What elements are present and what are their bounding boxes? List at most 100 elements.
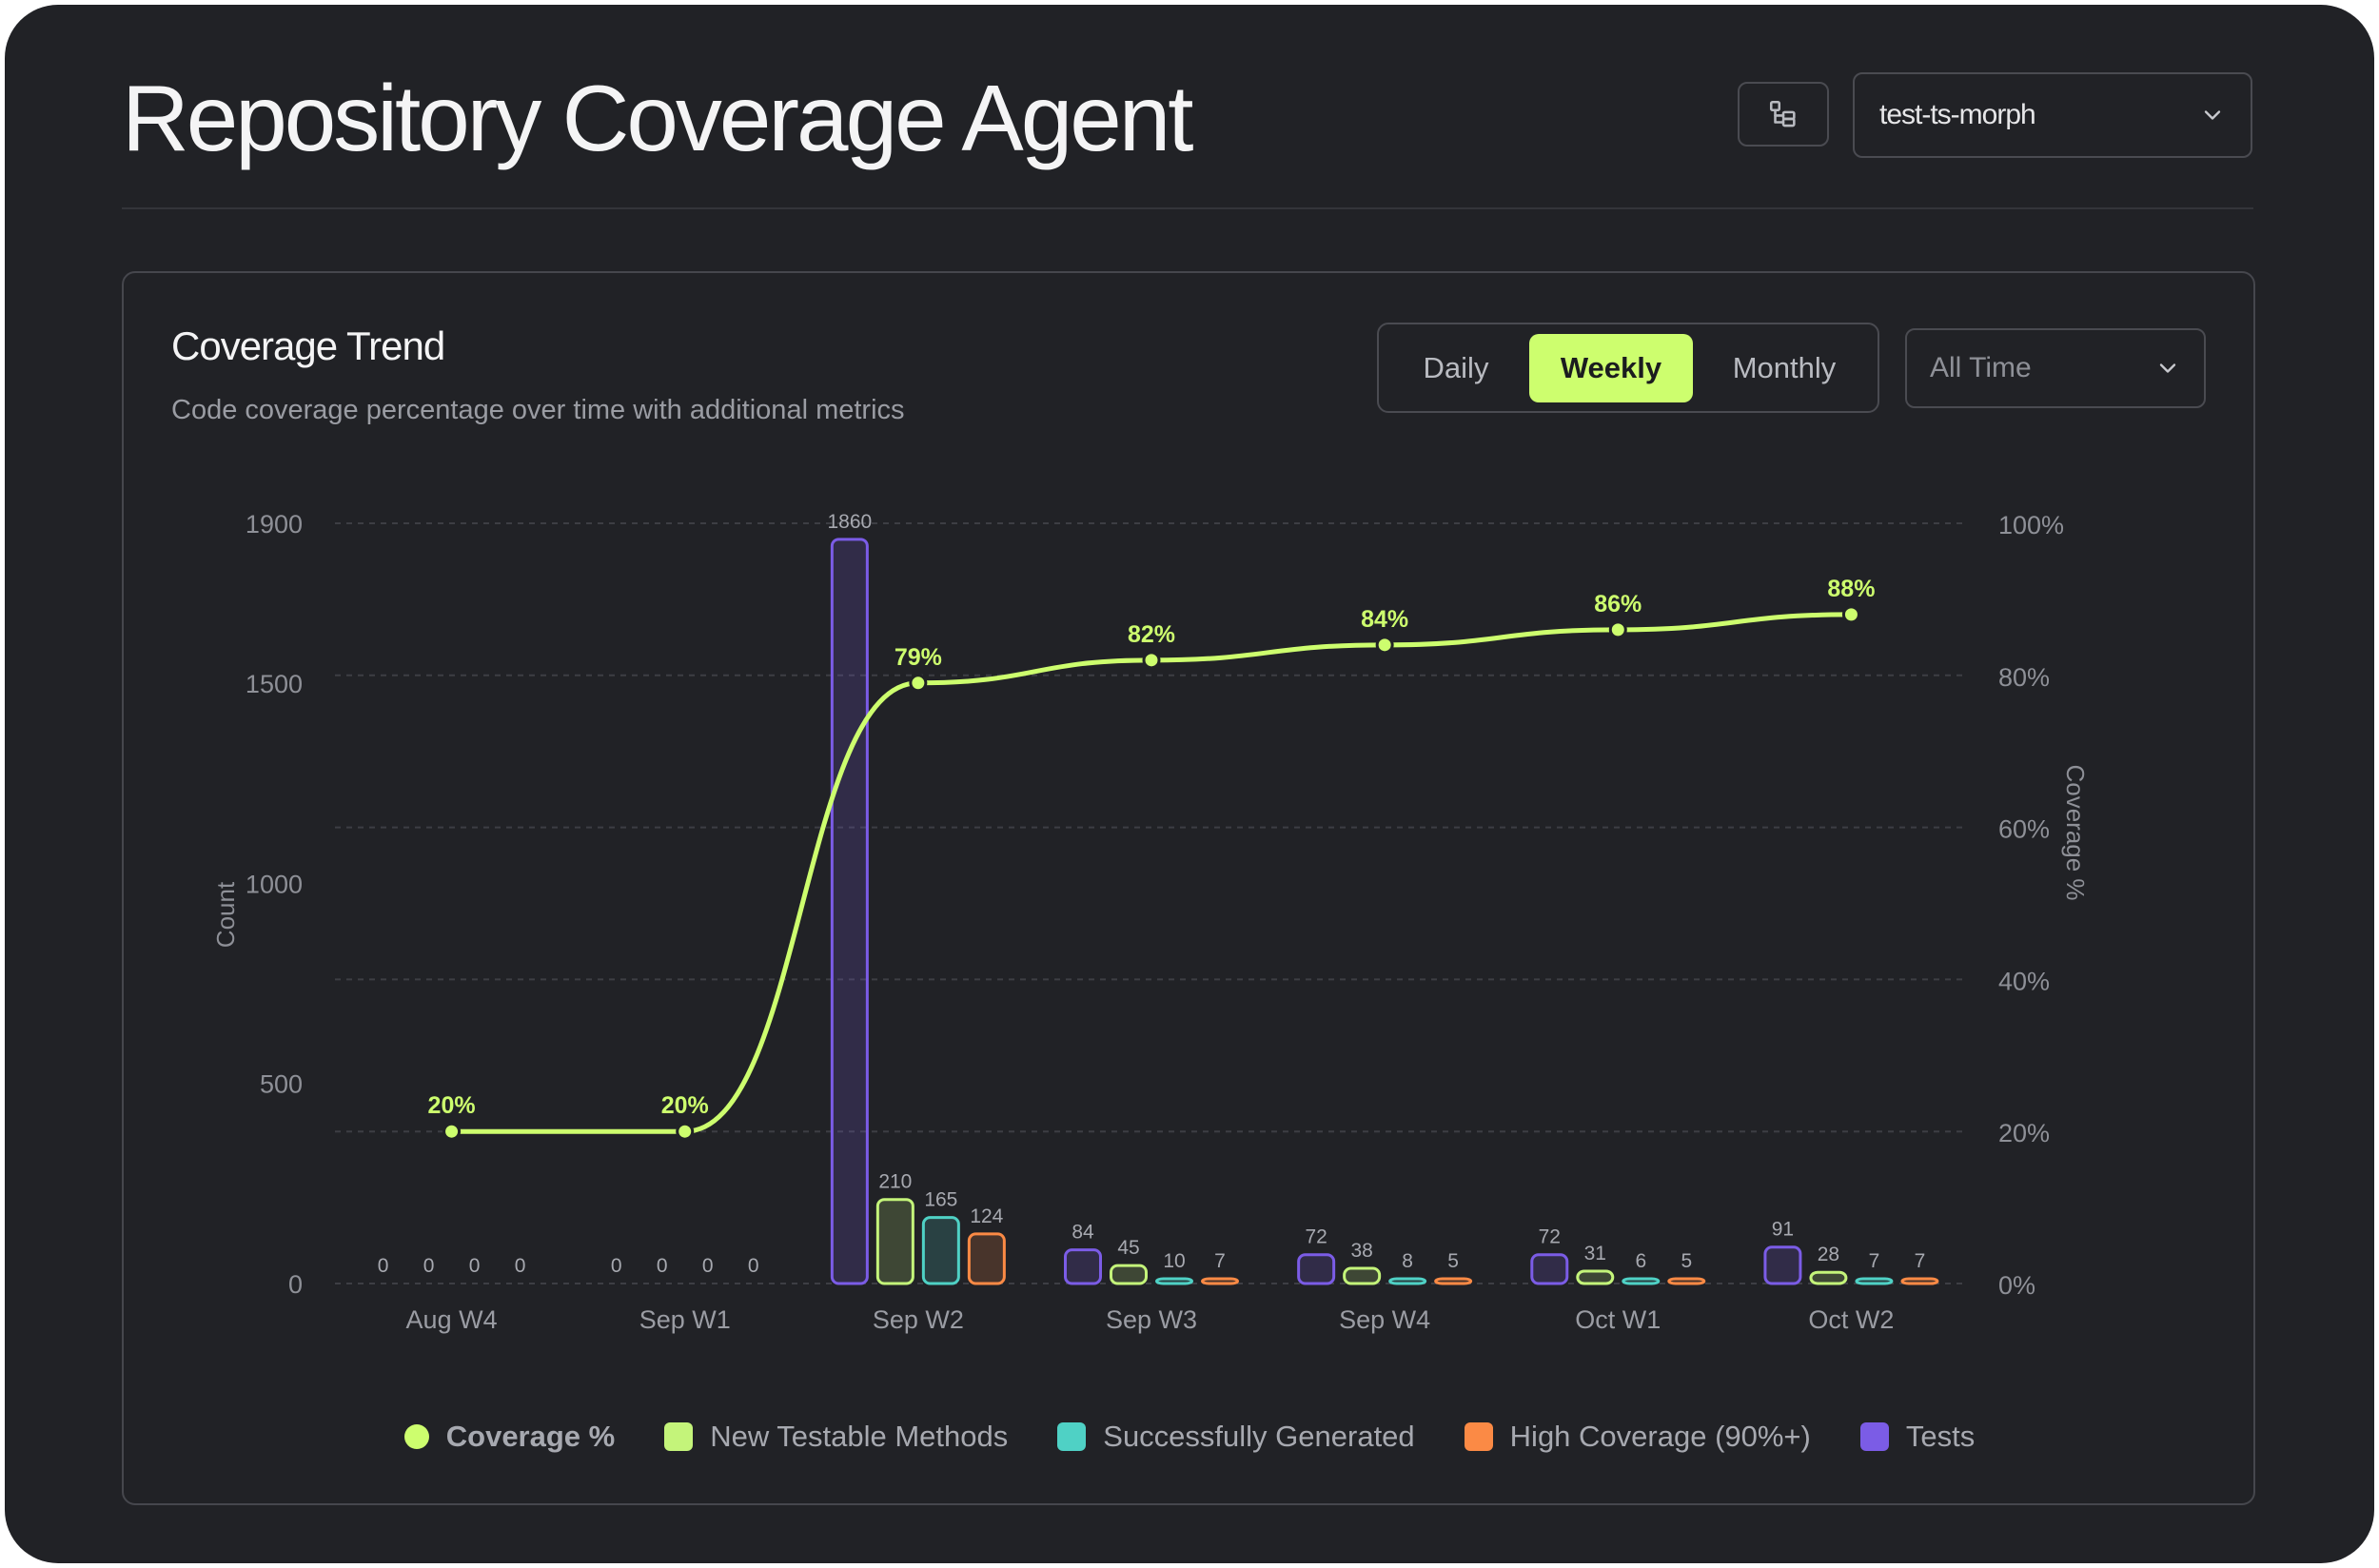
right-axis-tick-label: 40%: [1998, 967, 2050, 995]
x-axis-tick-label: Oct W1: [1575, 1305, 1661, 1334]
bar-value-label: 28: [1818, 1244, 1839, 1265]
bar-value-label: 0: [702, 1255, 714, 1277]
coverage-point: [442, 1122, 462, 1141]
coverage-value-label: 79%: [895, 644, 942, 671]
bar-value-label: 38: [1350, 1240, 1372, 1262]
legend-swatch-tests: [1859, 1422, 1889, 1451]
bar-generated: [1388, 1277, 1427, 1285]
bar-tests: [1763, 1245, 1802, 1285]
chevron-down-icon: [2159, 363, 2176, 373]
legend-generated[interactable]: Successfully Generated: [1057, 1420, 1415, 1454]
left-axis-tick-label: 500: [260, 1070, 303, 1099]
left-axis-tick-label: 1000: [246, 870, 303, 898]
legend-new-testable[interactable]: New Testable Methods: [664, 1420, 1008, 1454]
bar-high_coverage: [967, 1232, 1006, 1285]
coverage-value-label: 88%: [1827, 576, 1875, 602]
legend-swatch-high-coverage: [1464, 1422, 1493, 1451]
coverage-point: [1841, 605, 1860, 624]
time-range-select[interactable]: All Time: [1905, 328, 2206, 408]
legend-coverage[interactable]: Coverage %: [403, 1420, 616, 1454]
bar-value-label: 10: [1163, 1250, 1185, 1272]
x-axis-tick-label: Sep W4: [1339, 1305, 1430, 1334]
bar-value-label: 31: [1584, 1243, 1606, 1264]
bar-value-label: 5: [1447, 1250, 1459, 1272]
coverage-trend-card: [122, 271, 2255, 1505]
bar-new_testable: [1576, 1269, 1615, 1285]
bar-new_testable: [1110, 1264, 1148, 1285]
repository-select[interactable]: test-ts-morph: [1853, 72, 2252, 158]
legend-label-tests: Tests: [1905, 1420, 1976, 1453]
bar-high_coverage: [1667, 1277, 1706, 1285]
bar-new_testable: [875, 1198, 914, 1285]
bar-value-label: 7: [1214, 1250, 1226, 1272]
page-title: Repository Coverage Agent: [122, 66, 1193, 170]
bar-value-label: 210: [878, 1171, 912, 1193]
bar-value-label: 124: [970, 1205, 1003, 1227]
tree-view-button[interactable]: [1738, 82, 1829, 147]
x-axis-tick-label: Sep W1: [639, 1305, 731, 1334]
chart-legend: Coverage % New Testable Methods Successf…: [0, 1408, 2379, 1465]
coverage-point: [1608, 620, 1627, 639]
chevron-down-icon: [2204, 110, 2221, 120]
x-axis-tick-label: Sep W2: [873, 1305, 964, 1334]
bar-value-label: 0: [423, 1255, 435, 1277]
bar-value-label: 165: [924, 1189, 957, 1211]
left-axis-tick-label: 1900: [246, 510, 303, 539]
bar-value-label: 91: [1772, 1219, 1794, 1241]
bar-generated: [1155, 1277, 1193, 1285]
coverage-value-label: 20%: [428, 1092, 476, 1119]
period-toggle: Daily Weekly Monthly: [1377, 323, 1879, 413]
bar-tests: [830, 538, 869, 1285]
legend-label-coverage: Coverage %: [445, 1420, 616, 1453]
left-axis-tick-label: 0: [288, 1270, 303, 1299]
bar-high_coverage: [1900, 1277, 1939, 1285]
coverage-value-label: 82%: [1128, 621, 1175, 648]
right-axis-label: Coverage %: [2061, 764, 2090, 900]
right-axis-tick-label: 60%: [1998, 815, 2050, 844]
legend-swatch-coverage: [403, 1424, 429, 1449]
bar-value-label: 0: [657, 1255, 668, 1277]
tab-monthly[interactable]: Monthly: [1732, 351, 1837, 384]
x-axis-tick-label: Oct W2: [1808, 1305, 1894, 1334]
legend-label-generated: Successfully Generated: [1103, 1420, 1415, 1453]
coverage-value-label: 86%: [1594, 591, 1642, 617]
x-axis-tick-label: Sep W3: [1106, 1305, 1197, 1334]
tab-weekly[interactable]: Weekly: [1529, 334, 1693, 402]
tab-daily[interactable]: Daily: [1423, 351, 1489, 384]
bar-value-label: 0: [469, 1255, 481, 1277]
bar-value-label: 72: [1539, 1226, 1561, 1248]
repository-select-value: test-ts-morph: [1879, 99, 2036, 130]
legend-label-new-testable: New Testable Methods: [710, 1420, 1009, 1453]
right-axis-tick-label: 80%: [1998, 663, 2050, 692]
coverage-point: [1375, 636, 1394, 655]
right-axis-tick-label: 100%: [1998, 511, 2064, 539]
right-axis-tick-label: 20%: [1998, 1119, 2050, 1147]
coverage-line: [451, 612, 1852, 1134]
legend-swatch-generated: [1057, 1422, 1087, 1451]
legend-high-coverage[interactable]: High Coverage (90%+): [1464, 1420, 1811, 1454]
bar-tests: [1064, 1248, 1102, 1285]
bar-value-label: 0: [515, 1255, 526, 1277]
bar-generated: [1622, 1277, 1661, 1285]
x-axis-tick-label: Aug W4: [406, 1305, 498, 1334]
bar-value-label: 8: [1402, 1250, 1413, 1272]
legend-tests[interactable]: Tests: [1859, 1420, 1976, 1454]
bar-value-label: 5: [1681, 1250, 1692, 1272]
coverage-point: [676, 1122, 695, 1141]
right-axis-tick-label: 0%: [1998, 1271, 2035, 1300]
bar-high_coverage: [1434, 1277, 1473, 1285]
card-subtitle: Code coverage percentage over time with …: [171, 395, 905, 425]
app-window: [5, 5, 2374, 1563]
time-range-value: All Time: [1930, 352, 2032, 383]
bar-tests: [1530, 1253, 1569, 1285]
left-axis-label: Count: [211, 881, 240, 948]
coverage-value-label: 20%: [661, 1092, 709, 1119]
card-title: Coverage Trend: [171, 323, 445, 368]
bar-high_coverage: [1201, 1277, 1239, 1285]
bar-value-label: 6: [1635, 1250, 1646, 1272]
bar-value-label: 0: [378, 1255, 389, 1277]
coverage-point: [909, 674, 928, 693]
bar-value-label: 0: [611, 1255, 622, 1277]
tree-structure-icon: [1769, 100, 1796, 127]
